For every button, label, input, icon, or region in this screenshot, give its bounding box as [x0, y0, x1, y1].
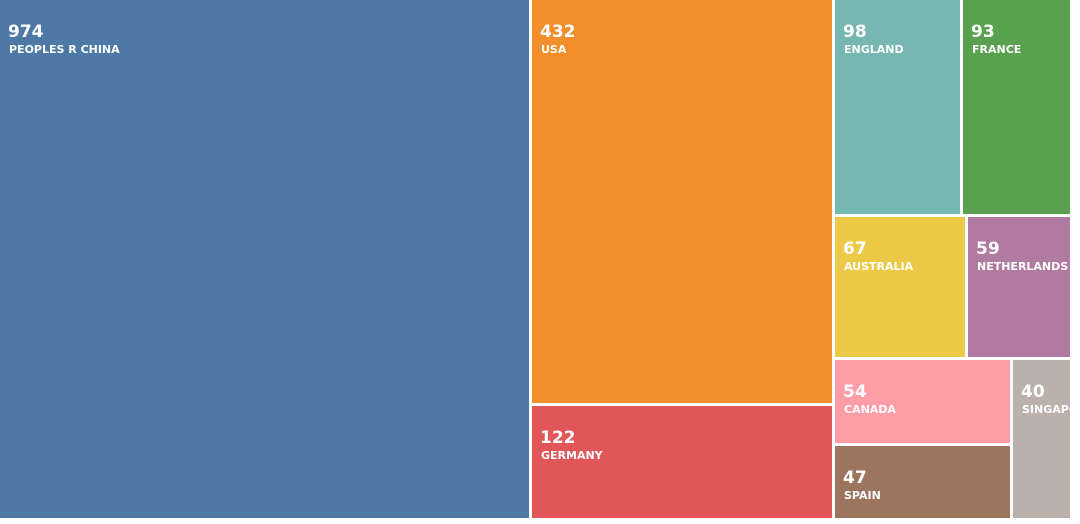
category-label: ENGLAND [844, 43, 904, 56]
value-label: 93 [971, 22, 995, 42]
tile-rect [835, 0, 960, 214]
value-label: 974 [8, 22, 44, 42]
category-label: USA [541, 43, 567, 56]
category-label: FRANCE [972, 43, 1021, 56]
tile-rect [835, 360, 1010, 443]
tile-rect [532, 406, 832, 518]
value-label: 47 [843, 468, 867, 488]
value-label: 432 [540, 22, 576, 42]
tile-rect [1013, 360, 1070, 518]
tile-rect [0, 0, 529, 518]
tile-rect [835, 217, 965, 357]
value-label: 122 [540, 428, 576, 448]
tile-rect [532, 0, 832, 403]
category-label: GERMANY [541, 449, 604, 462]
tile: 40SINGAPORE [1013, 360, 1080, 518]
category-label: SPAIN [844, 489, 881, 502]
tile-rect [968, 217, 1070, 357]
value-label: 67 [843, 239, 867, 259]
value-label: 59 [976, 239, 1000, 259]
category-label: SINGAPORE [1022, 403, 1080, 416]
category-label: CANADA [844, 403, 896, 416]
value-label: 54 [843, 382, 867, 402]
category-label: NETHERLANDS [977, 260, 1068, 273]
tile-rect [835, 446, 1010, 518]
category-label: AUSTRALIA [844, 260, 914, 273]
category-label: PEOPLES R CHINA [9, 43, 120, 56]
tile-rect [963, 0, 1070, 214]
value-label: 98 [843, 22, 867, 42]
value-label: 40 [1021, 382, 1045, 402]
